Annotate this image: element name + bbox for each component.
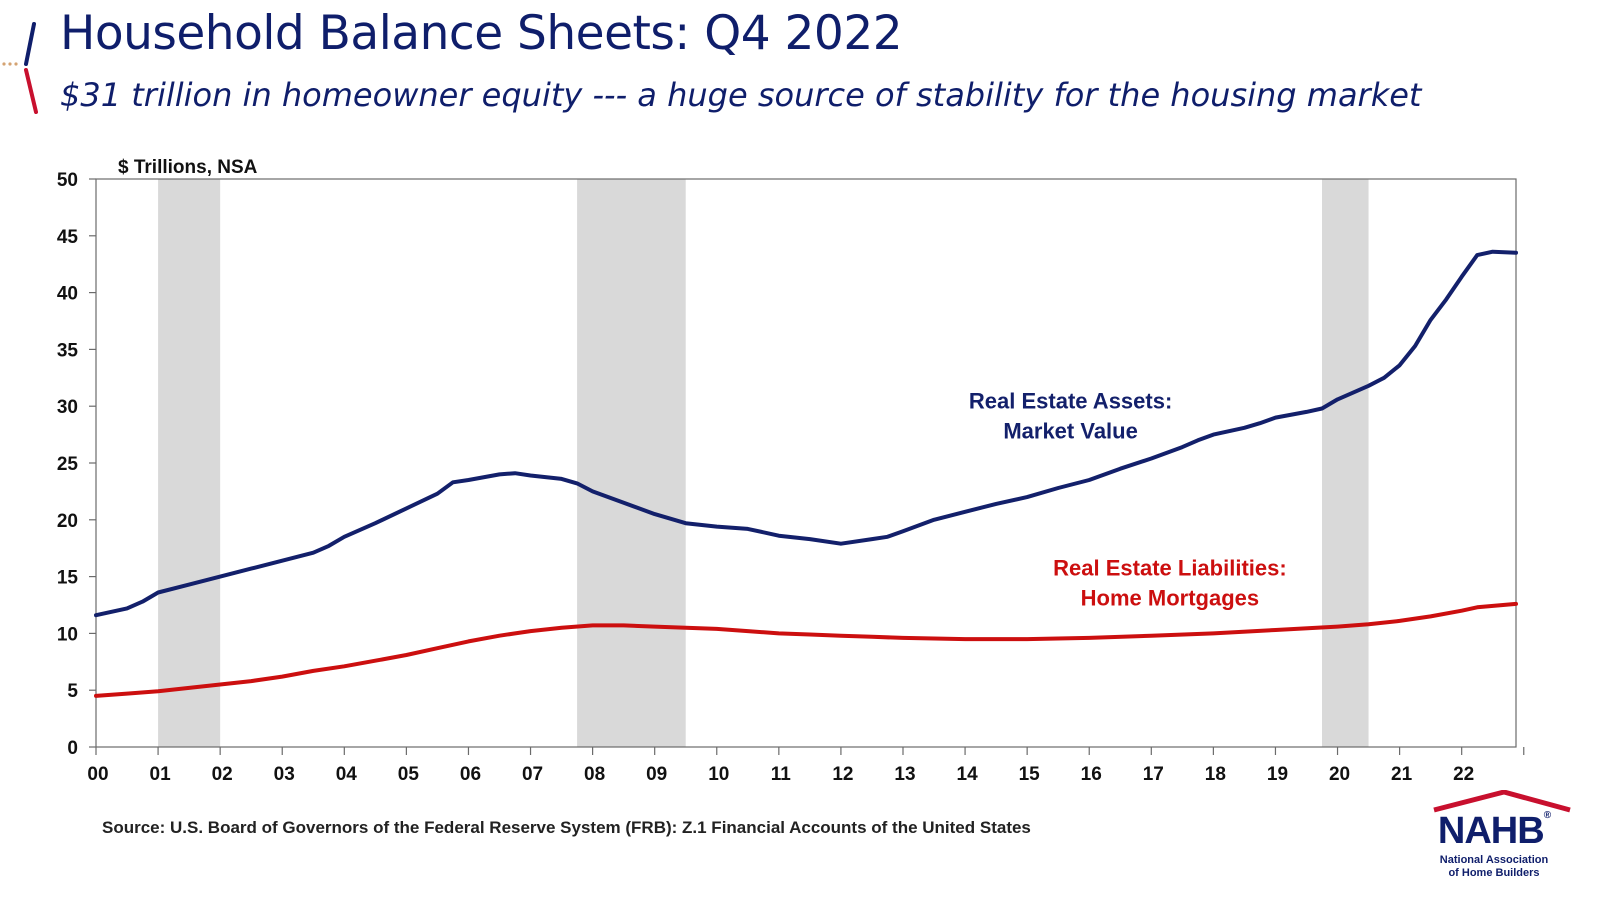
x-tick-label: 15 bbox=[1019, 764, 1041, 785]
page-subtitle: $31 trillion in homeowner equity --- a h… bbox=[60, 76, 1422, 114]
logo-org-line-1: National Association bbox=[1439, 854, 1549, 866]
logo-wordmark: NAHB® bbox=[1437, 810, 1551, 852]
title-accent-mark bbox=[2, 22, 38, 114]
x-tick-label: 14 bbox=[957, 764, 979, 785]
x-tick-label: 05 bbox=[398, 764, 420, 785]
x-tick-label: 16 bbox=[1081, 764, 1102, 785]
x-tick-label: 04 bbox=[336, 764, 358, 785]
y-tick-label: 5 bbox=[67, 681, 78, 702]
x-tick-label: 02 bbox=[212, 764, 233, 785]
y-tick-label: 50 bbox=[57, 170, 78, 191]
y-tick-label: 45 bbox=[57, 227, 79, 248]
plot-frame bbox=[95, 178, 1517, 748]
series-line-2 bbox=[94, 601, 1518, 698]
y-tick-label: 40 bbox=[57, 284, 78, 305]
x-tick-label: 00 bbox=[87, 764, 108, 785]
x-tick-label: 18 bbox=[1205, 764, 1226, 785]
recession-band-2 bbox=[577, 179, 686, 747]
x-tick-label: 21 bbox=[1391, 764, 1413, 785]
y-tick-label: 15 bbox=[57, 568, 79, 589]
logo-org-name: National Association of Home Builders bbox=[1426, 854, 1562, 880]
x-tick-label: 10 bbox=[708, 764, 729, 785]
x-tick-label: 12 bbox=[832, 764, 853, 785]
series-label-2-line-1: Real Estate Liabilities: bbox=[1053, 555, 1287, 580]
y-tick-label: 30 bbox=[57, 397, 78, 418]
series-labels: Real Estate Assets: Market Value Real Esta… bbox=[969, 388, 1287, 610]
series-label-2-line-2: Home Mortgages bbox=[1081, 585, 1259, 610]
y-axis: 0 5 10 15 20 25 30 35 40 45 50 bbox=[57, 170, 96, 759]
x-tick-label: 01 bbox=[150, 764, 172, 785]
x-tick-label: 19 bbox=[1267, 764, 1288, 785]
y-tick-label: 25 bbox=[57, 454, 79, 475]
source-note: Source: U.S. Board of Governors of the F… bbox=[102, 818, 1031, 837]
y-tick-label: 35 bbox=[57, 340, 79, 361]
series-label-1-line-2: Market Value bbox=[1003, 418, 1138, 443]
y-tick-label: 10 bbox=[57, 624, 78, 645]
roof-icon bbox=[1433, 790, 1571, 813]
x-tick-label: 06 bbox=[460, 764, 481, 785]
series-label-1-line-1: Real Estate Assets: bbox=[969, 388, 1172, 413]
recession-band-3 bbox=[1322, 179, 1369, 747]
page-title: Household Balance Sheets: Q4 2022 bbox=[60, 6, 903, 61]
series-line-1 bbox=[94, 249, 1518, 618]
nahb-logo: NAHB® National Association of Home Build… bbox=[1432, 790, 1572, 880]
x-tick-label: 13 bbox=[894, 764, 915, 785]
x-tick-label: 09 bbox=[646, 764, 667, 785]
x-axis: 00 01 02 03 04 05 06 07 08 09 10 11 12 13 14 15 16 17 18 19… bbox=[87, 747, 1525, 785]
y-tick-label: 0 bbox=[67, 738, 78, 759]
x-tick-label: 07 bbox=[522, 764, 543, 785]
y-axis-label: $ Trillions, NSA bbox=[118, 157, 258, 178]
series-lines bbox=[94, 249, 1518, 698]
logo-org-line-2: of Home Builders bbox=[1448, 867, 1540, 879]
x-tick-label: 22 bbox=[1453, 764, 1474, 785]
x-tick-label: 11 bbox=[771, 764, 792, 785]
y-tick-label: 20 bbox=[57, 511, 78, 532]
x-tick-label: 03 bbox=[274, 764, 295, 785]
x-tick-label: 20 bbox=[1329, 764, 1350, 785]
x-tick-label: 17 bbox=[1143, 764, 1164, 785]
x-tick-label: 08 bbox=[584, 764, 605, 785]
registered-mark: ® bbox=[1543, 810, 1551, 821]
recession-bands bbox=[158, 179, 1369, 747]
recession-band-1 bbox=[158, 179, 221, 747]
